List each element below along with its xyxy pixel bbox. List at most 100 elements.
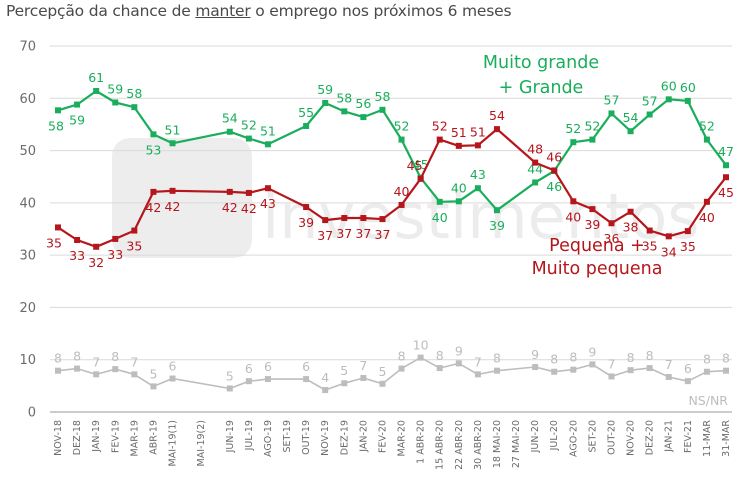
x-tick-label: JAN-20 xyxy=(358,420,369,453)
data-label: 45 xyxy=(407,158,423,173)
data-point xyxy=(627,128,634,135)
x-tick-label: MAR-19 xyxy=(129,420,140,456)
data-point xyxy=(93,371,100,378)
x-tick-label: NOV-19 xyxy=(320,420,331,456)
x-tick-label: DEZ-18 xyxy=(72,420,83,455)
data-point xyxy=(665,96,672,103)
x-tick-label: 11-MAR xyxy=(702,420,713,457)
data-label: 54 xyxy=(222,111,238,126)
x-tick-label: 18 MAI-20 xyxy=(492,420,503,468)
data-point xyxy=(322,387,329,394)
x-tick-label: FEV-20 xyxy=(377,420,388,453)
x-tick-label: 1 ABR-20 xyxy=(416,420,427,464)
data-label: 52 xyxy=(394,119,410,134)
data-point xyxy=(589,136,596,143)
data-point xyxy=(417,175,424,182)
data-label: 6 xyxy=(264,359,272,374)
data-point xyxy=(264,376,271,383)
y-tick-label: 50 xyxy=(19,144,36,159)
data-point xyxy=(398,365,405,372)
data-label: 5 xyxy=(378,364,386,379)
data-point xyxy=(608,110,615,117)
data-point xyxy=(74,101,81,108)
data-label: 8 xyxy=(569,350,577,365)
x-tick-label: OUT-19 xyxy=(301,420,312,455)
data-point xyxy=(436,365,443,372)
data-point xyxy=(646,111,653,118)
x-tick-label: MAI-19(1) xyxy=(168,420,179,466)
data-point xyxy=(112,366,119,373)
data-point xyxy=(341,215,348,222)
data-label: 57 xyxy=(604,92,620,107)
data-point xyxy=(703,198,710,205)
data-label: 35 xyxy=(680,239,696,254)
data-point xyxy=(360,114,367,121)
x-tick-label: ABR-19 xyxy=(148,420,159,455)
data-label: 35 xyxy=(46,235,62,250)
data-label: 43 xyxy=(470,167,486,182)
data-label: 33 xyxy=(107,247,123,262)
data-label: 39 xyxy=(584,217,600,232)
data-point xyxy=(532,179,539,186)
y-tick-label: 30 xyxy=(19,249,36,264)
x-tick-label: JUL-20 xyxy=(549,420,560,451)
data-point xyxy=(169,375,176,382)
y-tick-label: 20 xyxy=(19,301,36,316)
data-label: 8 xyxy=(646,348,654,363)
data-label: 52 xyxy=(584,119,600,134)
y-tick-label: 40 xyxy=(19,196,36,211)
data-label: 55 xyxy=(298,105,314,120)
data-label: 6 xyxy=(684,361,692,376)
data-label: 8 xyxy=(73,349,81,364)
data-label: 8 xyxy=(54,351,62,366)
data-label: 42 xyxy=(222,200,238,215)
data-point xyxy=(551,368,558,375)
data-point xyxy=(74,236,81,243)
data-point xyxy=(112,235,119,242)
data-point xyxy=(131,104,138,111)
data-label: 58 xyxy=(126,86,142,101)
data-label: 51 xyxy=(451,125,467,140)
x-tick-label: AGO-19 xyxy=(263,420,274,457)
data-point xyxy=(665,233,672,240)
data-label: 47 xyxy=(718,144,734,159)
data-label: 37 xyxy=(317,228,333,243)
x-tick-label: 31-MAR xyxy=(721,420,732,457)
data-point xyxy=(112,99,119,106)
x-tick-label: JUL-19 xyxy=(244,420,255,451)
data-point xyxy=(532,364,539,371)
data-point xyxy=(169,140,176,147)
title-prefix: Percepção da chance de xyxy=(6,2,196,20)
y-axis: 0 10 20 30 40 50 60 70 xyxy=(19,40,36,421)
data-label: 42 xyxy=(145,200,161,215)
data-point xyxy=(226,128,233,135)
data-label: 58 xyxy=(375,89,391,104)
data-point xyxy=(93,243,100,250)
data-point xyxy=(684,97,691,104)
chart-title: Percepção da chance de manter o emprego … xyxy=(6,2,512,20)
data-point xyxy=(169,187,176,194)
data-label: 52 xyxy=(699,119,715,134)
gridlines xyxy=(50,45,732,413)
series-line xyxy=(57,89,727,212)
data-label: 52 xyxy=(241,118,257,133)
data-point xyxy=(55,107,61,114)
data-point xyxy=(608,220,615,227)
data-label: 10 xyxy=(413,338,429,353)
x-tick-label: OUT-20 xyxy=(606,420,617,455)
data-label: 40 xyxy=(394,184,410,199)
data-point xyxy=(493,367,500,374)
data-point xyxy=(646,365,653,372)
data-label: 8 xyxy=(703,352,711,367)
data-point xyxy=(589,361,596,368)
data-label: 7 xyxy=(359,358,367,373)
data-point xyxy=(703,368,710,375)
data-point xyxy=(455,360,462,367)
data-label: 59 xyxy=(107,81,123,96)
x-tick-label: JAN-19 xyxy=(91,420,102,453)
data-point xyxy=(703,136,710,143)
data-point xyxy=(74,365,81,372)
data-label: 54 xyxy=(623,110,639,125)
y-tick-label: 60 xyxy=(19,92,36,107)
